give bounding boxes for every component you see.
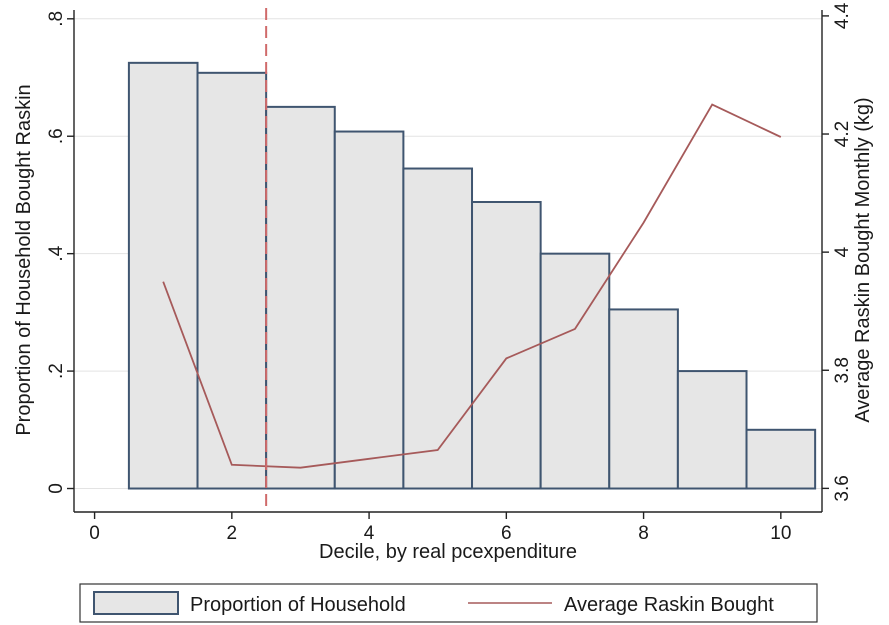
y-tick-label: .4 — [46, 245, 67, 261]
bar — [471, 200, 542, 490]
y-axis-title: Proportion of Household Bought Raskin — [13, 84, 35, 435]
bar — [608, 308, 679, 490]
legend-bar-swatch — [93, 591, 179, 615]
y-tick-label: .6 — [46, 128, 67, 144]
bars-layer — [127, 61, 817, 490]
bar — [265, 105, 336, 490]
y-right-tick-label: 4.4 — [832, 2, 853, 29]
bar — [676, 370, 748, 490]
x-tick-label: 10 — [770, 523, 791, 544]
y-tick-label: 0 — [46, 483, 67, 494]
y-tick-label: .2 — [46, 363, 67, 379]
y-tick-label: .8 — [46, 11, 67, 27]
legend-bar-label: Proportion of Household — [190, 594, 406, 616]
bar — [539, 252, 611, 490]
bar — [333, 130, 405, 490]
x-tick-label: 4 — [364, 523, 375, 544]
y-right-tick-label: 3.6 — [832, 475, 853, 501]
legend-box — [79, 583, 818, 623]
y-right-tick-label: 4.2 — [832, 121, 853, 147]
bar — [196, 71, 268, 490]
y-right-tick-label: 3.8 — [832, 357, 853, 383]
bar — [127, 61, 199, 490]
y-axis-right-title: Average Raskin Bought Monthly (kg) — [852, 97, 874, 422]
legend-line-label: Average Raskin Bought — [564, 594, 774, 616]
x-tick-label: 6 — [501, 523, 512, 544]
bar — [402, 167, 474, 490]
x-tick-label: 8 — [638, 523, 649, 544]
legend: Proportion of Household Average Raskin B… — [79, 583, 818, 623]
x-axis-title: Decile, by real pcexpenditure — [319, 541, 577, 563]
x-tick-label: 2 — [227, 523, 238, 544]
axes-layer: 0 .2 .4 .6 .8 3.6 3.8 4 4.2 4.4 0 2 4 6 8 10 — [46, 2, 853, 544]
bar — [745, 428, 817, 490]
x-tick-label: 0 — [89, 523, 100, 544]
y-right-tick-label: 4 — [832, 246, 853, 257]
